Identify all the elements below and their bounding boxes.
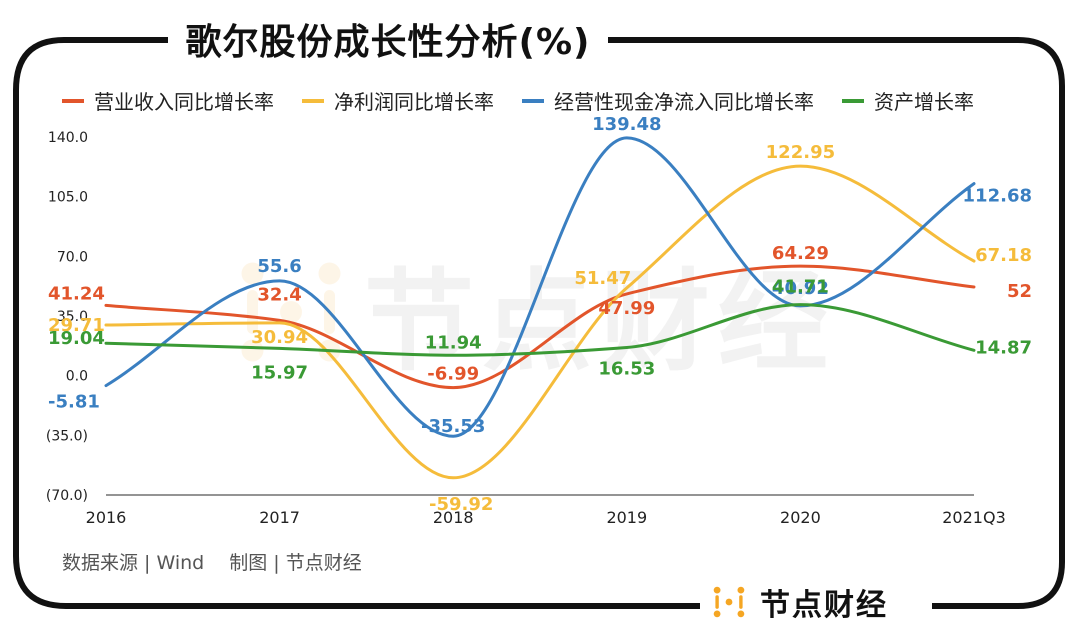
data-label-cashflow: 139.48 xyxy=(592,114,661,135)
x-tick-label: 2019 xyxy=(606,508,647,527)
x-tick-label: 2016 xyxy=(86,508,127,527)
legend-item-cashflow: 经营性现金净流入同比增长率 xyxy=(522,86,814,115)
data-label-assets: 15.97 xyxy=(251,362,308,383)
x-tick-label: 2018 xyxy=(433,508,474,527)
data-label-revenue: 41.24 xyxy=(48,283,105,304)
series-line-revenue xyxy=(104,264,976,390)
data-label-revenue: -6.99 xyxy=(427,364,479,385)
data-label-revenue: 47.99 xyxy=(598,298,655,319)
legend-item-profit: 净利润同比增长率 xyxy=(302,86,494,115)
data-label-assets: 41.71 xyxy=(772,277,829,298)
y-tick-label: 35.0 xyxy=(57,309,88,325)
x-tick-label: 2020 xyxy=(780,508,821,527)
series-line-profit xyxy=(104,164,976,480)
data-label-assets: 14.87 xyxy=(975,337,1032,358)
brand-logo-icon xyxy=(713,586,745,618)
legend-swatch-profit xyxy=(302,98,324,103)
legend-swatch-revenue xyxy=(62,98,84,103)
data-label-cashflow: -5.81 xyxy=(48,392,100,413)
y-tick-label: 105.0 xyxy=(48,190,88,206)
source-note: 数据来源 | Wind 制图 | 节点财经 xyxy=(62,552,362,574)
data-label-profit: 29.71 xyxy=(48,315,105,336)
data-label-cashflow: -35.53 xyxy=(421,416,485,437)
legend-label-assets: 资产增长率 xyxy=(874,90,974,114)
data-label-cashflow: 40.92 xyxy=(772,278,829,299)
data-label-assets: 19.04 xyxy=(48,328,105,349)
data-label-assets: 16.53 xyxy=(598,358,655,379)
legend-label-revenue: 营业收入同比增长率 xyxy=(94,90,274,114)
legend-label-profit: 净利润同比增长率 xyxy=(334,90,494,114)
data-label-cashflow: 112.68 xyxy=(963,186,1032,207)
legend-item-assets: 资产增长率 xyxy=(842,86,974,115)
watermark: 节点财经 xyxy=(236,232,836,392)
legend-item-revenue: 营业收入同比增长率 xyxy=(62,86,274,115)
legend-label-cashflow: 经营性现金净流入同比增长率 xyxy=(554,90,814,114)
brand-footer: 节点财经 xyxy=(700,578,932,626)
chart-title: 歌尔股份成长性分析(%) xyxy=(185,22,591,63)
series-line-cashflow xyxy=(104,136,976,438)
data-label-profit: 67.18 xyxy=(975,245,1032,266)
x-tick-label: 2017 xyxy=(259,508,300,527)
data-label-cashflow: 55.6 xyxy=(257,256,301,277)
data-label-profit: 30.94 xyxy=(251,327,308,348)
data-label-assets: 11.94 xyxy=(425,332,482,353)
y-tick-label: 0.0 xyxy=(66,369,88,385)
data-label-revenue: 64.29 xyxy=(772,243,829,264)
data-label-revenue: 32.4 xyxy=(257,284,301,305)
legend-swatch-assets xyxy=(842,98,864,103)
data-label-revenue: 52 xyxy=(1007,281,1032,302)
legend: 营业收入同比增长率 净利润同比增长率 经营性现金净流入同比增长率 资产增长率 xyxy=(62,86,974,115)
title-container: 歌尔股份成长性分析(%) xyxy=(168,8,608,70)
series-line-assets xyxy=(104,303,976,357)
y-tick-label: 140.0 xyxy=(48,130,88,146)
brand-logo-icon xyxy=(241,262,341,362)
brand-name: 节点财经 xyxy=(760,588,888,623)
legend-swatch-cashflow xyxy=(522,98,544,103)
y-tick-label: 70.0 xyxy=(57,249,88,265)
data-label-profit: 122.95 xyxy=(766,142,835,163)
y-tick-label: (70.0) xyxy=(46,488,88,504)
data-label-profit: -59.92 xyxy=(429,494,493,515)
x-tick-label: 2021Q3 xyxy=(942,508,1006,527)
y-tick-label: (35.0) xyxy=(46,428,88,444)
data-label-profit: 51.47 xyxy=(574,268,631,289)
